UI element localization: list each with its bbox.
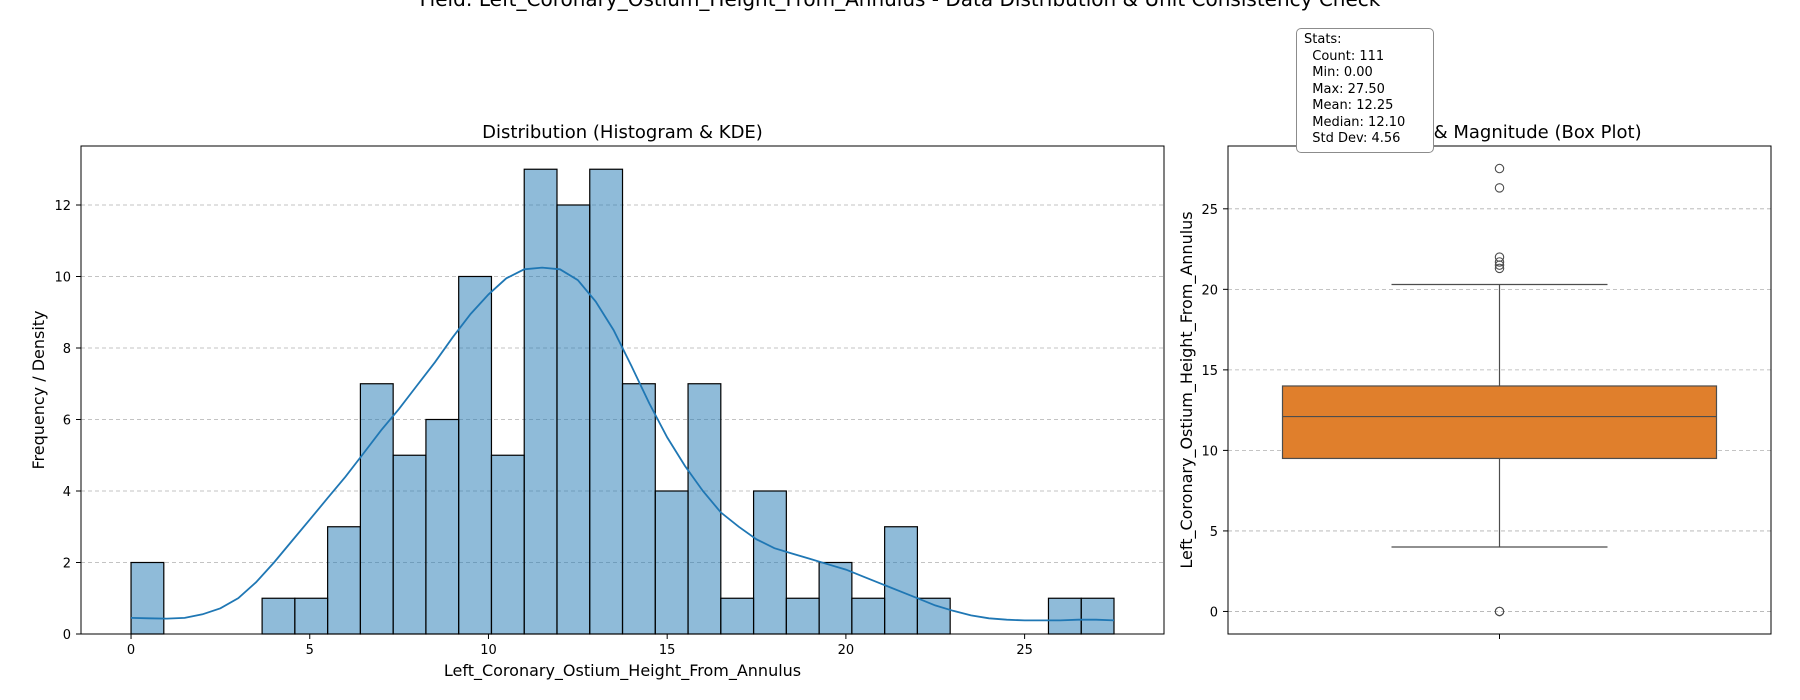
histogram-bar-12	[523, 168, 558, 635]
histogram-bar-15	[621, 383, 656, 635]
stats-count: Count: 111	[1312, 48, 1385, 64]
histogram-bars	[130, 168, 1115, 635]
histogram-bar-6	[327, 526, 361, 635]
histogram-bar-4	[261, 597, 296, 635]
histogram-bar-22	[851, 597, 886, 635]
histogram-bar-23	[884, 526, 919, 635]
histogram-bar-16	[654, 490, 689, 635]
stats-std-dev: Std Dev: 4.56	[1312, 131, 1401, 146]
histogram-y-tick-label-0: 0	[63, 628, 71, 643]
histogram-panel: Distribution (Histogram & KDE) 0 5 10 15 20 2…	[29, 122, 1165, 681]
histogram-y-ticks: 0 2 4 6 8 10 12	[54, 199, 81, 643]
boxplot-outlier-1	[1494, 183, 1505, 193]
boxplot-outlier-5	[1494, 263, 1505, 274]
histogram-bar-28	[1047, 597, 1082, 635]
stats-min: Min: 0.00	[1312, 65, 1373, 80]
histogram-y-tick-label-6: 12	[54, 199, 71, 214]
histogram-x-tick-label-3: 15	[659, 643, 676, 658]
histogram-x-tick-label-1: 5	[306, 643, 314, 658]
histogram-bar-17	[687, 383, 722, 635]
histogram-bar-5	[294, 597, 329, 635]
boxplot-y-ticks: 0 5 10 15 20 25	[1201, 203, 1228, 620]
histogram-bar-9	[425, 418, 460, 635]
boxplot-outlier-2	[1494, 252, 1505, 262]
histogram-title: Distribution (Histogram & KDE)	[482, 122, 763, 143]
histogram-y-tick-label-1: 2	[63, 556, 71, 571]
histogram-y-tick-label-4: 8	[63, 342, 71, 357]
histogram-bar-18	[720, 597, 755, 635]
histogram-bar-21	[818, 561, 853, 635]
histogram-bar-24	[916, 597, 951, 635]
histogram-bar-0	[130, 561, 165, 635]
figure-suptitle: Field: Left_Coronary_Ostium_Height_From_…	[420, 0, 1381, 11]
histogram-y-tick-label-2: 4	[63, 485, 71, 500]
kde-curve	[130, 266, 1115, 622]
histogram-y-label: Frequency / Density	[29, 310, 48, 469]
boxplot-y-label: Left_Coronary_Ostium_Height_From_Annulus	[1177, 211, 1197, 568]
histogram-bar-20	[785, 597, 820, 635]
histogram-bar-10	[458, 275, 493, 635]
histogram-bar-13	[556, 204, 591, 635]
stats-title: Stats:	[1304, 32, 1342, 47]
histogram-x-tick-label-2: 10	[480, 643, 497, 658]
histogram-bar-7	[359, 383, 394, 635]
histogram-axes-frame	[80, 145, 1165, 635]
boxplot-panel: Outliers & Magnitude (Box Plot) 05101520…	[1177, 122, 1772, 639]
boxplot-y-tick-label-1: 5	[1210, 525, 1218, 540]
boxplot-outlier-7	[1494, 606, 1505, 617]
histogram-bar-29	[1080, 597, 1115, 635]
stats-max: Max: 27.50	[1312, 81, 1385, 97]
boxplot-body	[1281, 283, 1718, 548]
histogram-x-tick-label-5: 25	[1016, 643, 1033, 658]
boxplot-y-tick-label-4: 20	[1201, 283, 1218, 298]
boxplot-y-tick-label-5: 25	[1201, 203, 1218, 218]
histogram-x-label: Left_Coronary_Ostium_Height_From_Annulus	[444, 661, 801, 681]
boxplot-outliers	[1494, 163, 1505, 617]
boxplot-y-tick-label-3: 15	[1201, 364, 1218, 379]
boxplot-y-tick-label-2: 10	[1201, 444, 1218, 459]
boxplot-outlier-4	[1494, 260, 1505, 270]
boxplot-outlier-3	[1494, 257, 1505, 267]
stats-median: Median: 12.10	[1312, 114, 1406, 130]
histogram-x-tick-label-4: 20	[838, 643, 855, 658]
stats-box: Stats: Count: 111 Min: 0.00 Max: 27.50 M…	[1296, 28, 1434, 153]
boxplot-box	[1281, 385, 1718, 460]
histogram-y-tick-label-3: 6	[63, 413, 71, 428]
histogram-bar-19	[752, 490, 787, 635]
stats-mean: Mean: 12.25	[1312, 98, 1394, 113]
histogram-bar-14	[589, 168, 624, 635]
histogram-bar-8	[392, 454, 427, 635]
boxplot-outlier-0	[1494, 163, 1505, 174]
histogram-y-tick-label-5: 10	[54, 270, 71, 285]
boxplot-y-tick-label-0: 0	[1210, 605, 1218, 620]
histogram-x-tick-label-0: 0	[127, 643, 135, 658]
histogram-bar-11	[490, 454, 525, 635]
histogram-x-ticks: 0 5 10 15 20 25	[127, 634, 1033, 658]
